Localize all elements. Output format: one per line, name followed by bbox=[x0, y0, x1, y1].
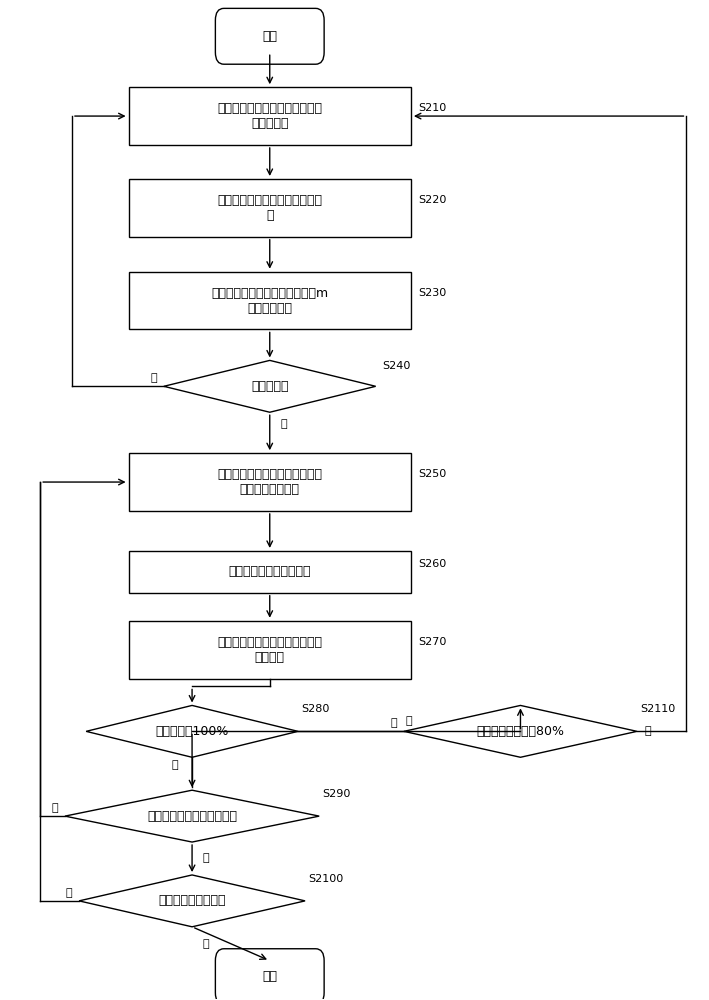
Polygon shape bbox=[86, 705, 298, 757]
Text: 否: 否 bbox=[390, 718, 397, 728]
FancyBboxPatch shape bbox=[216, 8, 324, 64]
FancyBboxPatch shape bbox=[216, 949, 324, 1000]
Text: 開始: 開始 bbox=[262, 30, 277, 43]
Text: 否: 否 bbox=[406, 716, 413, 726]
Text: 結束: 結束 bbox=[262, 970, 277, 983]
Text: S220: S220 bbox=[418, 195, 447, 205]
Text: 是: 是 bbox=[644, 726, 651, 736]
Text: S240: S240 bbox=[383, 361, 411, 371]
Text: 從應用程序的至少一個頁面中選
取第一頁面: 從應用程序的至少一個頁面中選 取第一頁面 bbox=[217, 102, 323, 130]
Text: S2110: S2110 bbox=[640, 704, 676, 714]
Text: S210: S210 bbox=[418, 103, 446, 113]
Text: S290: S290 bbox=[323, 789, 351, 799]
Bar bbox=[128, 453, 411, 511]
Text: 計算第一頁面與第一目標頁面的
相似度値: 計算第一頁面與第一目標頁面的 相似度値 bbox=[217, 636, 323, 664]
Text: 否: 否 bbox=[203, 939, 209, 949]
Text: 否: 否 bbox=[51, 803, 58, 813]
Text: 是: 是 bbox=[65, 888, 72, 898]
Bar bbox=[128, 621, 411, 679]
Text: 是: 是 bbox=[150, 373, 157, 383]
Text: 從頁面元素集合中選取至少一個m
目標頁面元素: 從頁面元素集合中選取至少一個m 目標頁面元素 bbox=[211, 287, 328, 315]
Text: 是: 是 bbox=[203, 854, 209, 864]
Text: 發生了跳轉: 發生了跳轉 bbox=[251, 380, 289, 393]
Text: 相似度値是否小於80%: 相似度値是否小於80% bbox=[476, 725, 564, 738]
Bar bbox=[128, 551, 411, 593]
Text: 是: 是 bbox=[172, 760, 178, 770]
Text: 獲取第一頁面對應的頁面元素集
合: 獲取第一頁面對應的頁面元素集 合 bbox=[217, 194, 323, 222]
Text: 否: 否 bbox=[280, 419, 287, 429]
Text: 相似度値為100%: 相似度値為100% bbox=[155, 725, 229, 738]
Bar bbox=[128, 179, 411, 237]
Text: 目標頁面元素全部點击完成: 目標頁面元素全部點击完成 bbox=[147, 810, 237, 823]
Text: 點击該第一目標頁面元素: 點击該第一目標頁面元素 bbox=[228, 565, 311, 578]
Polygon shape bbox=[164, 360, 376, 412]
Text: S270: S270 bbox=[418, 637, 447, 647]
Polygon shape bbox=[65, 790, 319, 842]
Text: 從至少一個目標頁面元素中選取
第一目標頁面元素: 從至少一個目標頁面元素中選取 第一目標頁面元素 bbox=[217, 468, 323, 496]
Text: 棧中有迭代沒有完成: 棧中有迭代沒有完成 bbox=[158, 894, 226, 907]
Text: S230: S230 bbox=[418, 288, 446, 298]
Text: S280: S280 bbox=[301, 704, 330, 714]
Polygon shape bbox=[79, 875, 305, 927]
Text: S2100: S2100 bbox=[308, 874, 344, 884]
Polygon shape bbox=[404, 705, 637, 757]
Bar bbox=[128, 272, 411, 329]
Text: S260: S260 bbox=[418, 559, 446, 569]
Bar bbox=[128, 87, 411, 145]
Text: S250: S250 bbox=[418, 469, 446, 479]
